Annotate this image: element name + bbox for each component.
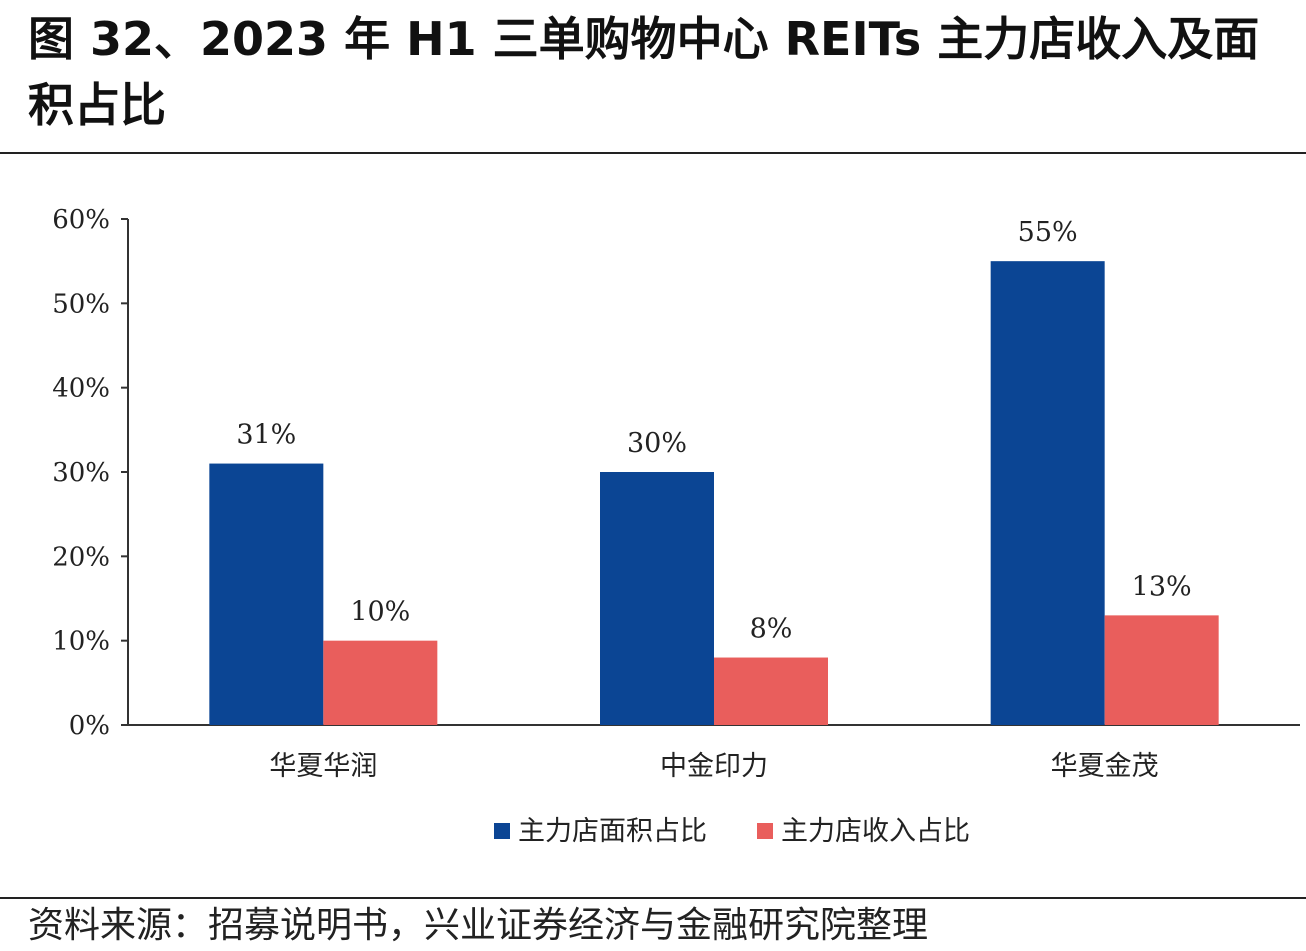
source-divider [0,897,1306,899]
y-tick-label: 10% [52,627,110,657]
legend-swatch [494,823,510,839]
bar-chart: 0% 10% 20% 30% 40% 50% 60% 31% 10% 华夏华润 30% 8% 中金印力… [52,205,1300,847]
chart-bars [209,261,1219,725]
chart-title: 图 32、2023 年 H1 三单购物中心 REITs 主力店收入及面积占比 [28,12,1260,132]
chart-labels: 31% 10% 华夏华润 30% 8% 中金印力 55% 13% 华夏金茂 [236,217,1191,782]
data-label: 8% [750,614,793,645]
data-label: 55% [1018,217,1078,248]
y-tick-label: 0% [69,711,110,741]
legend-label: 主力店收入占比 [781,816,970,847]
bar [990,261,1105,725]
bar [1104,615,1219,725]
title-divider [0,152,1306,154]
chart-axes: 0% 10% 20% 30% 40% 50% 60% [52,205,1300,741]
y-tick-label: 30% [52,458,110,488]
y-tick-label: 20% [52,542,110,572]
source-note: 资料来源：招募说明书，兴业证券经济与金融研究院整理 [28,905,929,946]
category-label: 中金印力 [660,751,768,782]
bar [323,640,438,725]
data-label: 31% [236,420,296,451]
category-label: 华夏华润 [269,751,377,782]
bar [714,657,828,725]
y-tick-label: 50% [52,289,110,319]
legend-label: 主力店面积占比 [518,816,707,847]
y-tick-label: 40% [52,374,110,404]
data-label: 13% [1132,571,1192,602]
chart-legend: 主力店面积占比 主力店收入占比 [494,816,970,847]
data-label: 30% [627,428,687,459]
y-tick-label: 60% [52,205,110,235]
bar [600,472,714,725]
bar [209,463,324,725]
legend-swatch [757,823,773,839]
data-label: 10% [350,597,410,628]
category-label: 华夏金茂 [1051,751,1159,782]
